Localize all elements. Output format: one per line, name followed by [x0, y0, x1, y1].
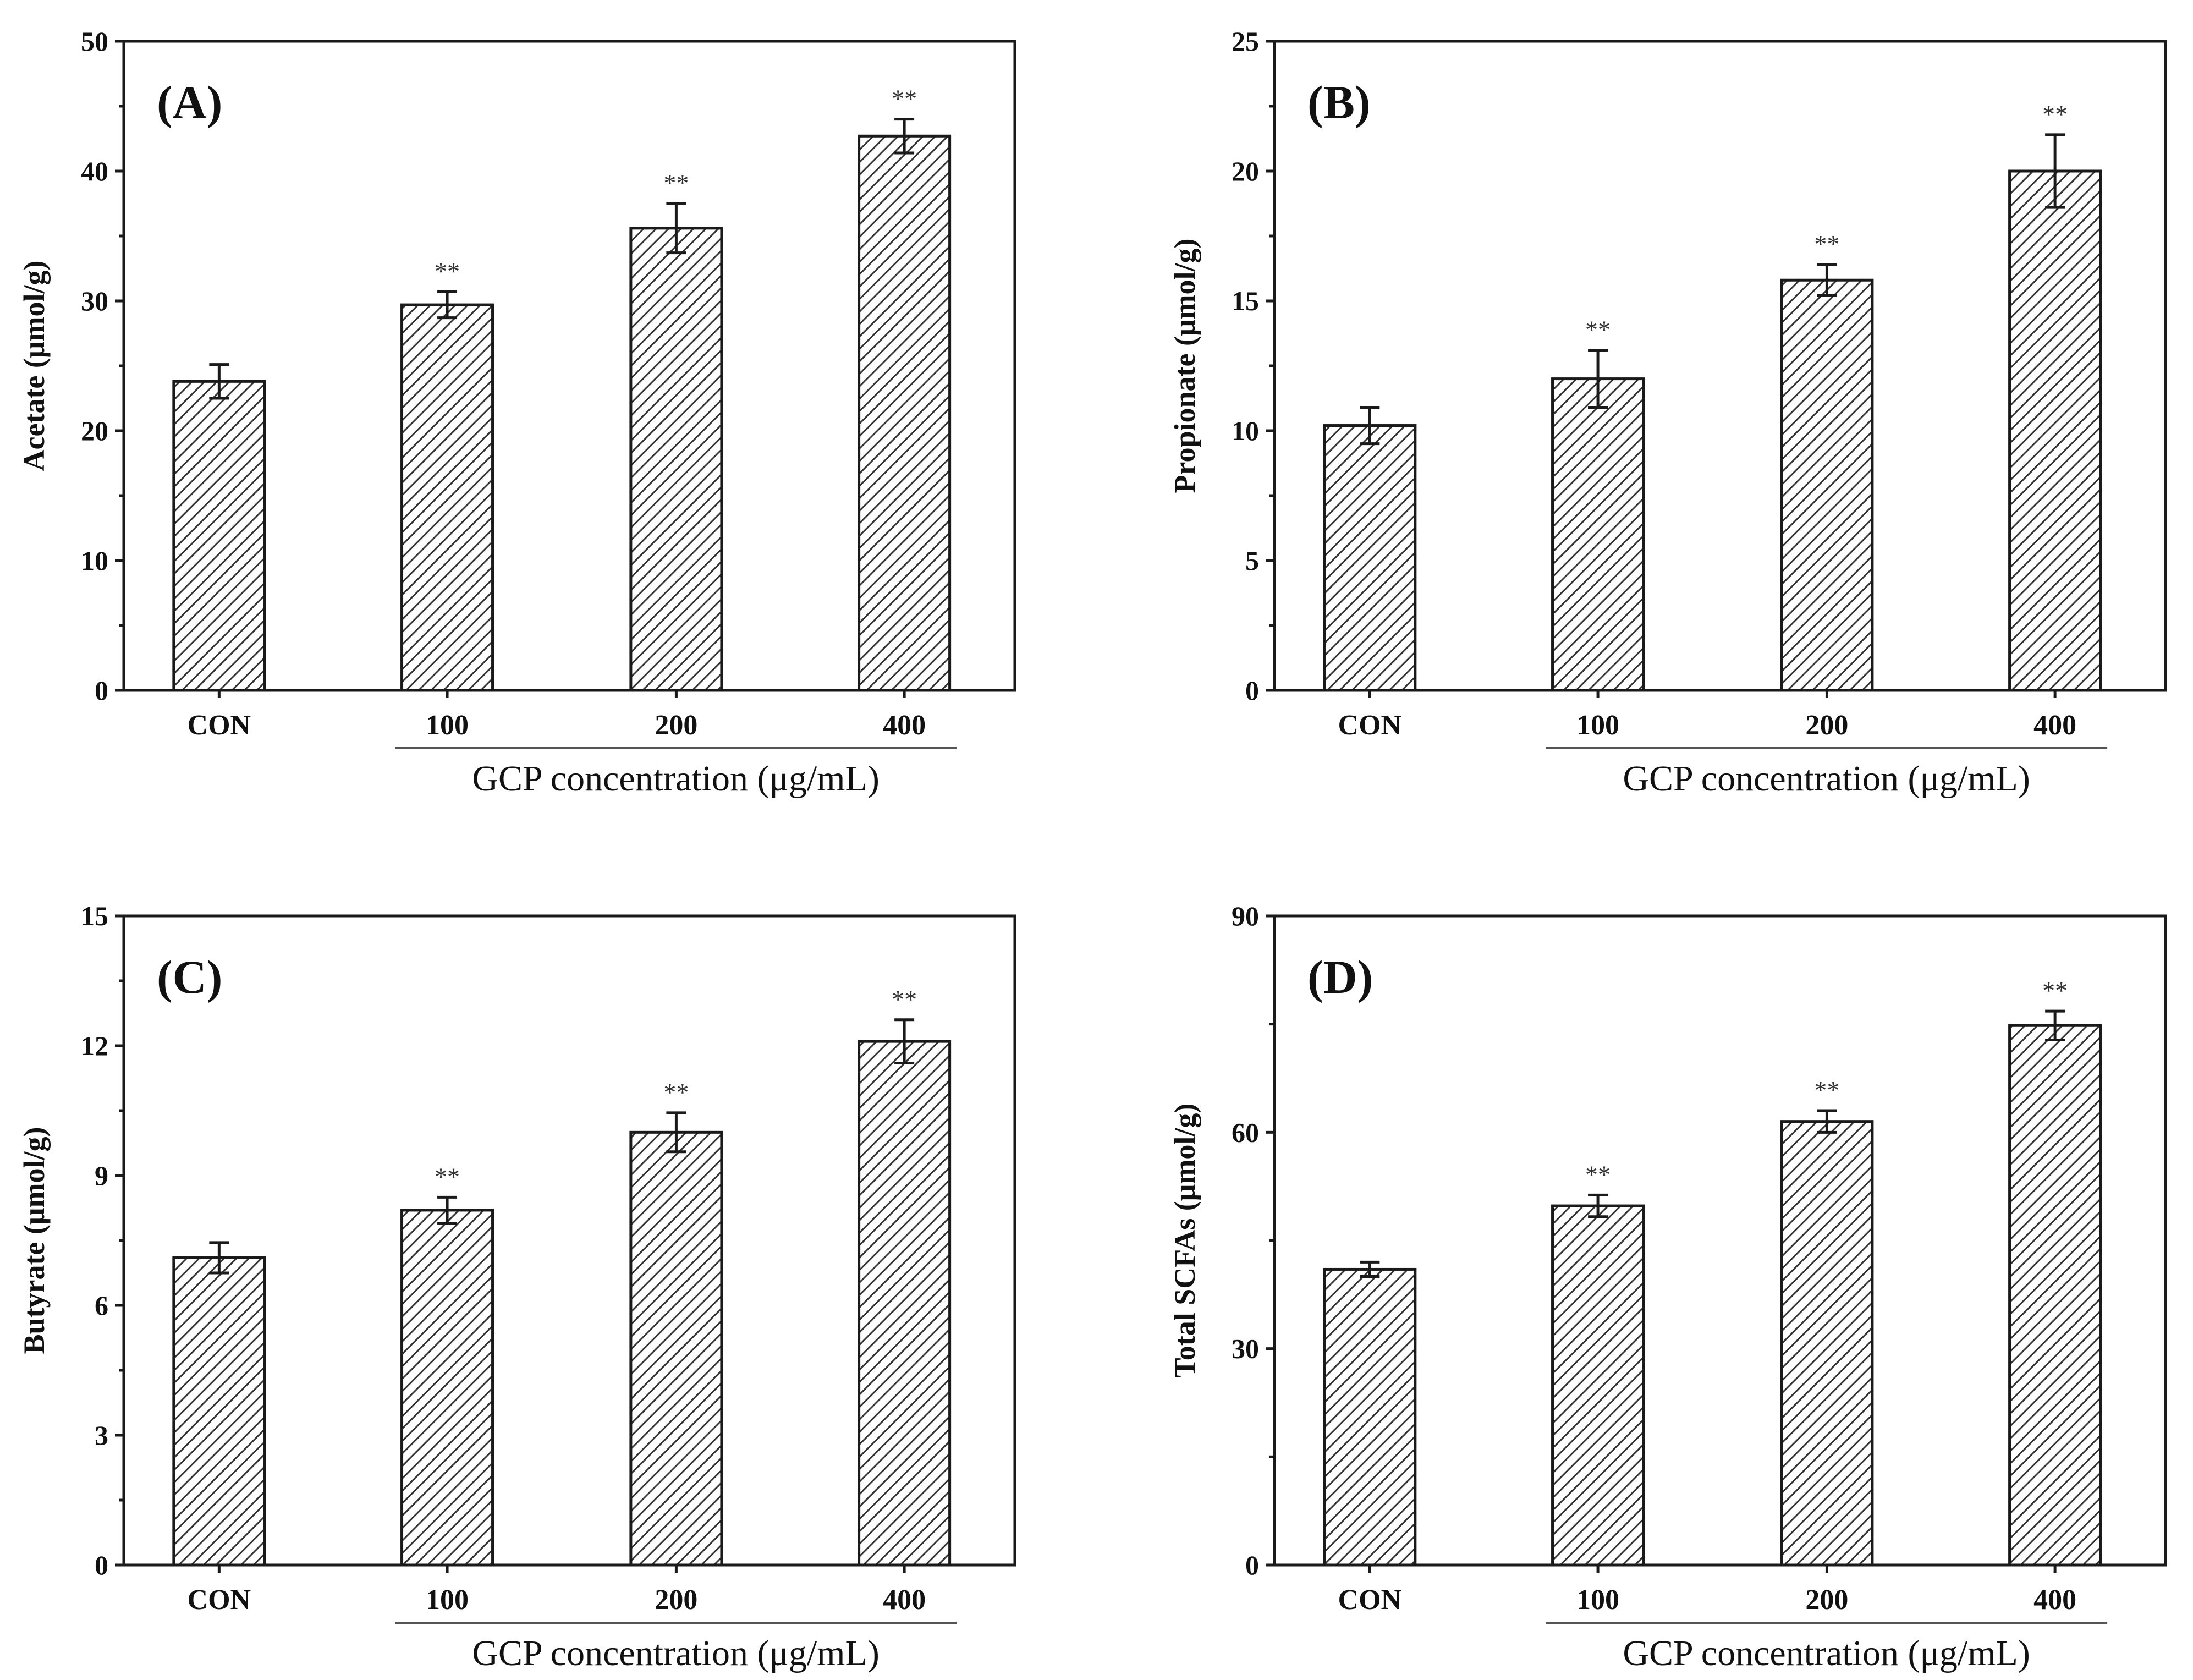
chart-panel-d: 0 30 60 90 Total SCFAs (μmol/g) (D) CON ** 100 **… — [1168, 901, 2167, 1673]
bar — [1323, 1267, 1417, 1567]
bar — [1780, 278, 1874, 692]
category-label: 400 — [2033, 710, 2076, 741]
y-tick-label: 30 — [81, 286, 108, 316]
significance-marker: ** — [435, 257, 460, 285]
bar — [2008, 1024, 2102, 1567]
x-axis-title: GCP concentration (μg/mL) — [472, 1633, 879, 1673]
category-label: 400 — [883, 1584, 926, 1616]
y-tick-label: 60 — [1232, 1117, 1259, 1148]
significance-marker: ** — [435, 1162, 460, 1190]
chart-panel-b: 0 5 10 15 20 25 Propionate (μmol/g) (B) CON ** 100… — [1168, 26, 2167, 799]
category-label: 200 — [1805, 710, 1848, 741]
bar — [858, 1040, 952, 1567]
bar — [400, 1209, 494, 1567]
y-tick-label: 10 — [1232, 415, 1259, 446]
significance-marker: ** — [1585, 316, 1611, 344]
bar — [2008, 169, 2102, 692]
category-label: CON — [188, 1584, 251, 1616]
bar — [1780, 1120, 1874, 1567]
bar — [172, 1256, 266, 1567]
y-tick-label: 3 — [95, 1420, 108, 1451]
category-label: CON — [1338, 1584, 1402, 1616]
category-label: 100 — [426, 710, 469, 741]
y-axis-label: Total SCFAs (μmol/g) — [1168, 1103, 1201, 1378]
bar — [1551, 1204, 1645, 1567]
y-tick-label: 20 — [1232, 156, 1259, 186]
y-tick-label: 40 — [81, 156, 108, 186]
category-label: 400 — [2033, 1584, 2076, 1616]
category-label: 100 — [1576, 1584, 1619, 1616]
y-tick-label: 90 — [1232, 901, 1259, 931]
y-tick-label: 0 — [95, 1550, 108, 1580]
y-tick-label: 0 — [1245, 675, 1259, 706]
chart-panel-c: 0 3 6 9 12 15 Butyrate (μmol/g) (C) CON ** 100 ** 20… — [18, 901, 1016, 1673]
significance-marker: ** — [892, 85, 917, 113]
y-tick-label: 20 — [81, 415, 108, 446]
bar — [1323, 424, 1417, 692]
category-label: 100 — [426, 1584, 469, 1616]
y-tick-label: 50 — [81, 26, 108, 57]
y-axis-label: Acetate (μmol/g) — [18, 261, 51, 471]
significance-marker: ** — [2042, 976, 2068, 1004]
significance-marker: ** — [2042, 100, 2068, 128]
significance-marker: ** — [1814, 230, 1839, 258]
y-tick-label: 0 — [95, 675, 108, 706]
x-axis-title: GCP concentration (μg/mL) — [1623, 1633, 2030, 1673]
x-axis-title: GCP concentration (μg/mL) — [472, 759, 879, 799]
x-axis-title: GCP concentration (μg/mL) — [1623, 759, 2030, 799]
panel-label: (D) — [1307, 951, 1373, 1003]
category-label: CON — [1338, 710, 1402, 741]
y-tick-label: 25 — [1232, 26, 1259, 57]
y-tick-label: 6 — [95, 1290, 108, 1321]
category-label: 200 — [655, 710, 697, 741]
significance-marker: ** — [1585, 1160, 1611, 1188]
significance-marker: ** — [892, 985, 917, 1013]
y-tick-label: 30 — [1232, 1333, 1259, 1364]
bar — [629, 1130, 723, 1567]
category-label: 200 — [1805, 1584, 1848, 1616]
significance-marker: ** — [663, 169, 689, 197]
category-label: 400 — [883, 710, 926, 741]
category-label: 200 — [655, 1584, 697, 1616]
y-tick-label: 5 — [1245, 545, 1259, 576]
y-tick-label: 10 — [81, 545, 108, 576]
significance-marker: ** — [663, 1078, 689, 1106]
bar — [400, 303, 494, 692]
y-tick-label: 12 — [81, 1030, 108, 1061]
category-label: 100 — [1576, 710, 1619, 741]
y-axis-label: Butyrate (μmol/g) — [18, 1127, 51, 1354]
category-label: CON — [188, 710, 251, 741]
panel-label: (B) — [1307, 76, 1371, 129]
y-tick-label: 15 — [1232, 286, 1259, 316]
y-axis-label: Propionate (μmol/g) — [1168, 238, 1201, 493]
bar — [858, 134, 952, 692]
significance-marker: ** — [1814, 1076, 1839, 1104]
bar — [629, 227, 723, 692]
panel-label: (C) — [157, 951, 222, 1003]
y-tick-label: 0 — [1245, 1550, 1259, 1580]
y-tick-label: 15 — [81, 901, 108, 931]
panel-label: (A) — [157, 76, 222, 129]
y-tick-label: 9 — [95, 1160, 108, 1191]
chart-panel-a: 0 10 20 30 40 50 Acetate (μmol/g) (A) CON ** 100 **… — [18, 26, 1016, 799]
bar — [172, 380, 266, 692]
bar — [1551, 377, 1645, 692]
